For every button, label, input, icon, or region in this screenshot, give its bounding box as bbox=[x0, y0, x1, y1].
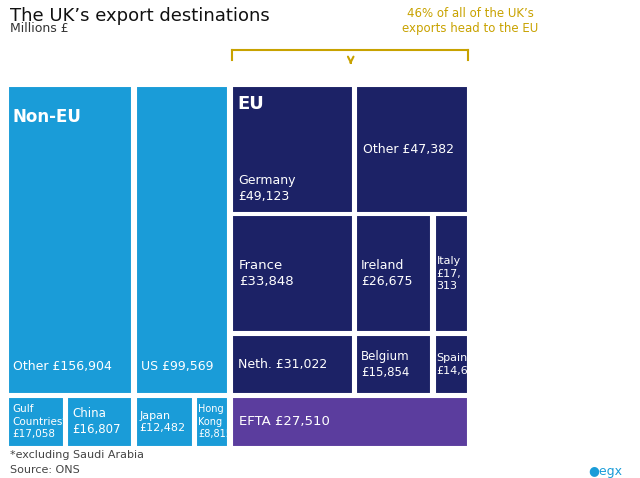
Text: Belgium
£15,854: Belgium £15,854 bbox=[361, 350, 410, 379]
Text: Germany
£49,123: Germany £49,123 bbox=[238, 174, 295, 203]
Text: Source: ONS: Source: ONS bbox=[10, 465, 79, 475]
Text: Non-EU: Non-EU bbox=[13, 108, 81, 126]
Bar bbox=[356, 215, 431, 332]
Text: China
£16,807: China £16,807 bbox=[72, 407, 121, 436]
Bar bbox=[232, 335, 353, 394]
Text: Gulf
Countries*
£17,058: Gulf Countries* £17,058 bbox=[12, 404, 68, 439]
Text: ●egx: ●egx bbox=[588, 465, 622, 478]
Bar bbox=[196, 397, 228, 447]
Bar bbox=[136, 397, 193, 447]
Bar bbox=[435, 215, 468, 332]
Text: Neth. £31,022: Neth. £31,022 bbox=[238, 358, 327, 371]
Text: EFTA £27,510: EFTA £27,510 bbox=[239, 415, 330, 428]
Text: EU: EU bbox=[238, 95, 264, 113]
Text: Hong
Kong
£8,815: Hong Kong £8,815 bbox=[198, 404, 232, 439]
Text: Other £156,904: Other £156,904 bbox=[13, 360, 111, 373]
Text: 46% of all of the UK’s
exports head to the EU: 46% of all of the UK’s exports head to t… bbox=[403, 7, 538, 35]
Text: US £99,569: US £99,569 bbox=[141, 360, 214, 373]
Text: Ireland
£26,675: Ireland £26,675 bbox=[361, 259, 412, 288]
Text: France
£33,848: France £33,848 bbox=[239, 259, 294, 288]
Bar bbox=[435, 335, 468, 394]
Bar bbox=[232, 86, 353, 213]
Bar bbox=[232, 397, 468, 447]
Text: Spain
£14,621: Spain £14,621 bbox=[436, 353, 483, 376]
Bar bbox=[136, 86, 228, 394]
Bar bbox=[8, 397, 64, 447]
Text: Italy
£17,
313: Italy £17, 313 bbox=[436, 256, 461, 291]
Bar bbox=[8, 86, 132, 394]
Text: The UK’s export destinations: The UK’s export destinations bbox=[10, 7, 269, 25]
Text: Other £47,382: Other £47,382 bbox=[364, 143, 454, 156]
Bar bbox=[356, 86, 468, 213]
Text: Japan
£12,482: Japan £12,482 bbox=[139, 411, 185, 433]
Bar bbox=[67, 397, 132, 447]
Bar bbox=[356, 335, 431, 394]
Text: Millions £: Millions £ bbox=[10, 22, 68, 34]
Bar bbox=[232, 215, 353, 332]
Text: *excluding Saudi Arabia: *excluding Saudi Arabia bbox=[10, 450, 143, 460]
